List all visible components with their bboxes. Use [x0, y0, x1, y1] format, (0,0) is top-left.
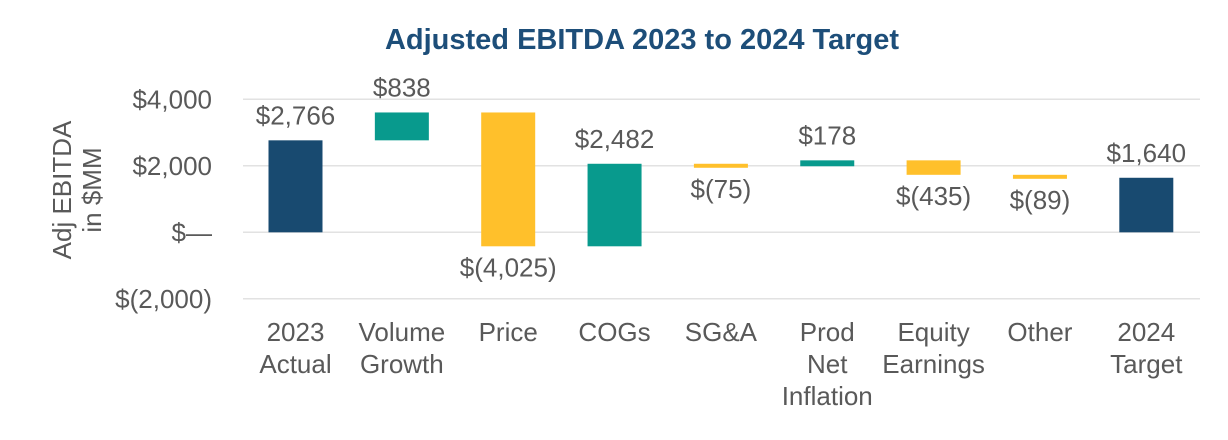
category-label-2024-target: 2024 Target — [1110, 317, 1183, 379]
bar-equity-earnings — [906, 160, 961, 175]
data-label-2024-target: $1,640 — [1107, 138, 1187, 168]
bar-volume-growth — [374, 112, 429, 141]
category-label-volume-growth: Volume Growth — [358, 317, 445, 379]
bar-prod-net-inflation — [800, 160, 855, 167]
data-label-prod-net-inflation: $178 — [798, 120, 856, 150]
data-label-cogs: $2,482 — [575, 124, 655, 154]
category-label-price: Price — [479, 317, 538, 347]
data-label-equity-earnings: $(435) — [896, 181, 971, 211]
category-label-equity-earnings: Equity Earnings — [882, 317, 985, 379]
y-tick-2-000: $(2,000) — [115, 284, 212, 314]
data-label-sg-a: $(75) — [691, 174, 752, 204]
data-label-2023-actual: $2,766 — [256, 100, 336, 130]
bar-sg-a — [693, 163, 748, 168]
category-label-prod-net-inflation: Prod Net Inflation — [782, 317, 873, 411]
y-tick-2-000: $2,000 — [132, 151, 212, 181]
y-tick-4-000: $4,000 — [132, 84, 212, 114]
chart-title: Adjusted EBITDA 2023 to 2024 Target — [384, 24, 900, 56]
bar-other — [1012, 174, 1067, 179]
bar-cogs — [587, 163, 642, 247]
y-tick-: $— — [172, 217, 212, 247]
category-label-2023-actual: 2023 Actual — [259, 317, 331, 379]
category-label-sg-a: SG&A — [685, 317, 758, 347]
category-label-cogs: COGs — [578, 317, 650, 347]
bar-2024-target — [1119, 177, 1174, 233]
data-label-price: $(4,025) — [460, 252, 557, 282]
bar-2023-actual — [268, 140, 323, 233]
data-label-volume-growth: $838 — [373, 72, 431, 102]
category-label-other: Other — [1007, 317, 1072, 347]
bar-price — [481, 112, 536, 247]
data-label-other: $(89) — [1010, 185, 1071, 215]
